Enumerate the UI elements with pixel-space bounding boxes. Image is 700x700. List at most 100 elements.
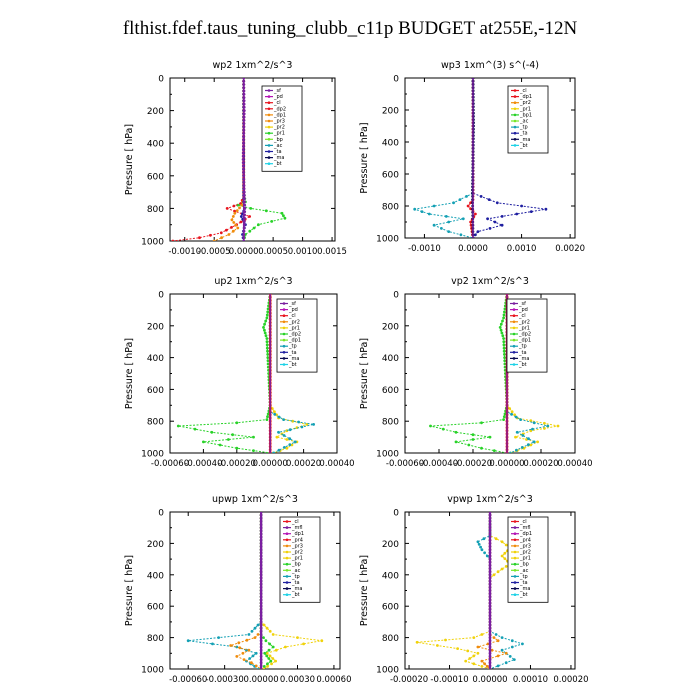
data-point — [176, 424, 180, 428]
y-tick-label: 800 — [382, 634, 399, 644]
data-point — [266, 349, 269, 353]
data-point — [515, 430, 519, 434]
data-point — [277, 430, 280, 434]
data-point — [263, 328, 266, 332]
data-point — [254, 664, 258, 668]
data-point — [521, 642, 524, 646]
data-point — [502, 313, 506, 317]
data-point — [471, 438, 475, 441]
chart-panel-4: vp2 1xm^2/s^3 Pressure [ hPa] 0 200 400 600 80… — [359, 276, 593, 469]
legend-marker — [512, 326, 516, 330]
data-point — [469, 220, 472, 224]
x-tick-label: 0.00000 — [472, 675, 507, 685]
legend-marker — [267, 144, 271, 147]
data-point — [235, 655, 239, 658]
data-point — [264, 209, 268, 213]
legend-entry: _bp — [519, 562, 529, 568]
legend-marker — [513, 95, 517, 98]
data-point — [265, 337, 269, 340]
legend-entry: _cl — [273, 100, 281, 106]
data-point — [265, 418, 269, 421]
data-point — [283, 216, 287, 220]
legend-box — [506, 298, 548, 373]
data-point — [496, 664, 500, 668]
data-point — [233, 209, 237, 213]
panel-title: upwp 1xm^2/s^3 — [212, 494, 298, 505]
legend-entry: _sf — [288, 301, 296, 307]
y-tick-label: 600 — [382, 171, 399, 181]
legend-marker — [513, 89, 517, 92]
legend-entry: _ma — [519, 586, 530, 592]
data-point — [271, 645, 275, 649]
series-line-teal — [188, 512, 262, 669]
data-point — [495, 201, 499, 205]
data-point — [265, 316, 269, 320]
legend-entry: _pr3 — [291, 543, 303, 549]
legend-entry: _mfl — [519, 525, 531, 531]
data-point — [501, 334, 505, 338]
data-point — [280, 211, 284, 215]
data-point — [235, 446, 239, 450]
data-point — [502, 346, 506, 350]
legend-entry: _sf — [518, 301, 526, 307]
x-tick-label: -0.00060 — [169, 675, 207, 685]
legend-marker — [285, 538, 289, 542]
data-point — [210, 430, 214, 434]
series-line-teal — [269, 294, 314, 453]
y-tick-label: 0 — [158, 291, 164, 301]
data-point — [432, 223, 436, 227]
x-tick-label: 0.00030 — [280, 675, 315, 685]
data-point — [456, 647, 459, 650]
data-point — [500, 540, 504, 544]
data-point — [227, 438, 230, 441]
legend-marker — [267, 119, 271, 123]
legend-marker — [285, 526, 289, 529]
legend: _cl_dp1_pr2_pr1_bp1_ac_tp_ta_ma_bt — [507, 85, 549, 154]
legend-entry: _pr4 — [519, 537, 531, 543]
y-tick-label: 1000 — [376, 235, 399, 245]
y-tick-label: 1000 — [141, 450, 164, 460]
legend-marker — [285, 532, 289, 535]
y-axis-label: Pressure [ hPa] — [359, 555, 370, 626]
data-point — [509, 451, 512, 453]
data-point — [466, 204, 470, 208]
legend-entry: _pr2 — [291, 550, 303, 556]
series-line-yellow — [417, 512, 512, 669]
data-point — [266, 662, 269, 666]
legend-marker — [267, 156, 271, 159]
data-point — [266, 359, 270, 363]
legend-entry: _pr2 — [288, 319, 300, 325]
x-tick-label: 0.00040 — [557, 459, 592, 469]
y-tick-label: 1000 — [376, 450, 399, 460]
legend-box — [276, 298, 318, 373]
data-point — [474, 212, 477, 216]
data-point — [263, 651, 267, 655]
panel-title: up2 1xm^2/s^3 — [214, 276, 292, 287]
data-point — [532, 440, 536, 444]
series-line-red — [172, 78, 251, 241]
y-tick-label: 400 — [382, 354, 399, 364]
legend-marker — [512, 320, 516, 324]
legend-entry: _tp — [288, 344, 297, 350]
legend-entry: _pr1 — [518, 325, 530, 331]
data-point — [513, 413, 516, 417]
legend-marker — [512, 351, 516, 354]
legend: _cl_mfl_dp1_pr4_pr3_pr2_pr1_bp_ac_tp_ta_… — [507, 516, 549, 603]
data-point — [502, 340, 506, 344]
legend-entry: _ac — [519, 568, 529, 574]
data-point — [452, 201, 455, 205]
x-tick-label: 0.0010 — [288, 247, 318, 257]
data-point — [503, 356, 506, 359]
legend-marker — [282, 344, 286, 348]
legend-marker — [282, 357, 286, 360]
legend-marker — [282, 363, 286, 366]
legend-entry: _ma — [518, 356, 529, 362]
data-point — [503, 557, 507, 560]
data-point — [288, 443, 292, 447]
data-point — [267, 657, 271, 660]
legend-marker — [512, 314, 516, 318]
main-title: flthist.fdef.taus_tuning_clubb_c11p BUDG… — [122, 18, 578, 39]
legend-entry: _pr2 — [519, 550, 531, 556]
data-point — [493, 220, 497, 224]
data-point — [217, 636, 221, 639]
